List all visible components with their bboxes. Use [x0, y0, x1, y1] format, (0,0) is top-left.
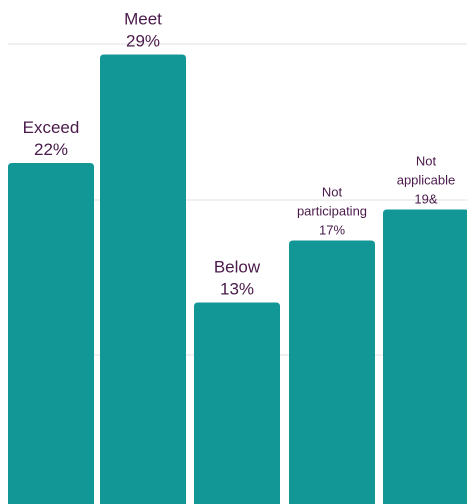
bar: [194, 302, 280, 504]
bar: [383, 209, 467, 504]
bar: [100, 54, 186, 504]
data-label: 22%: [34, 140, 68, 159]
data-label: Not: [416, 154, 437, 169]
data-label: Not: [322, 185, 343, 200]
data-label: Exceed: [23, 118, 80, 137]
data-label: Meet: [124, 10, 162, 29]
bar: [289, 240, 375, 504]
data-label: applicable: [397, 173, 456, 188]
data-label: 29%: [126, 32, 160, 51]
data-label: 17%: [319, 223, 345, 238]
bar: [8, 163, 94, 504]
data-label: participating: [297, 204, 367, 219]
data-label: Below: [214, 258, 261, 277]
bars: [8, 54, 467, 504]
data-label: 13%: [220, 280, 254, 299]
data-label: 19&: [414, 192, 437, 207]
data-labels: Exceed 22% Meet 29% Below 13% Not participating…: [23, 10, 456, 299]
